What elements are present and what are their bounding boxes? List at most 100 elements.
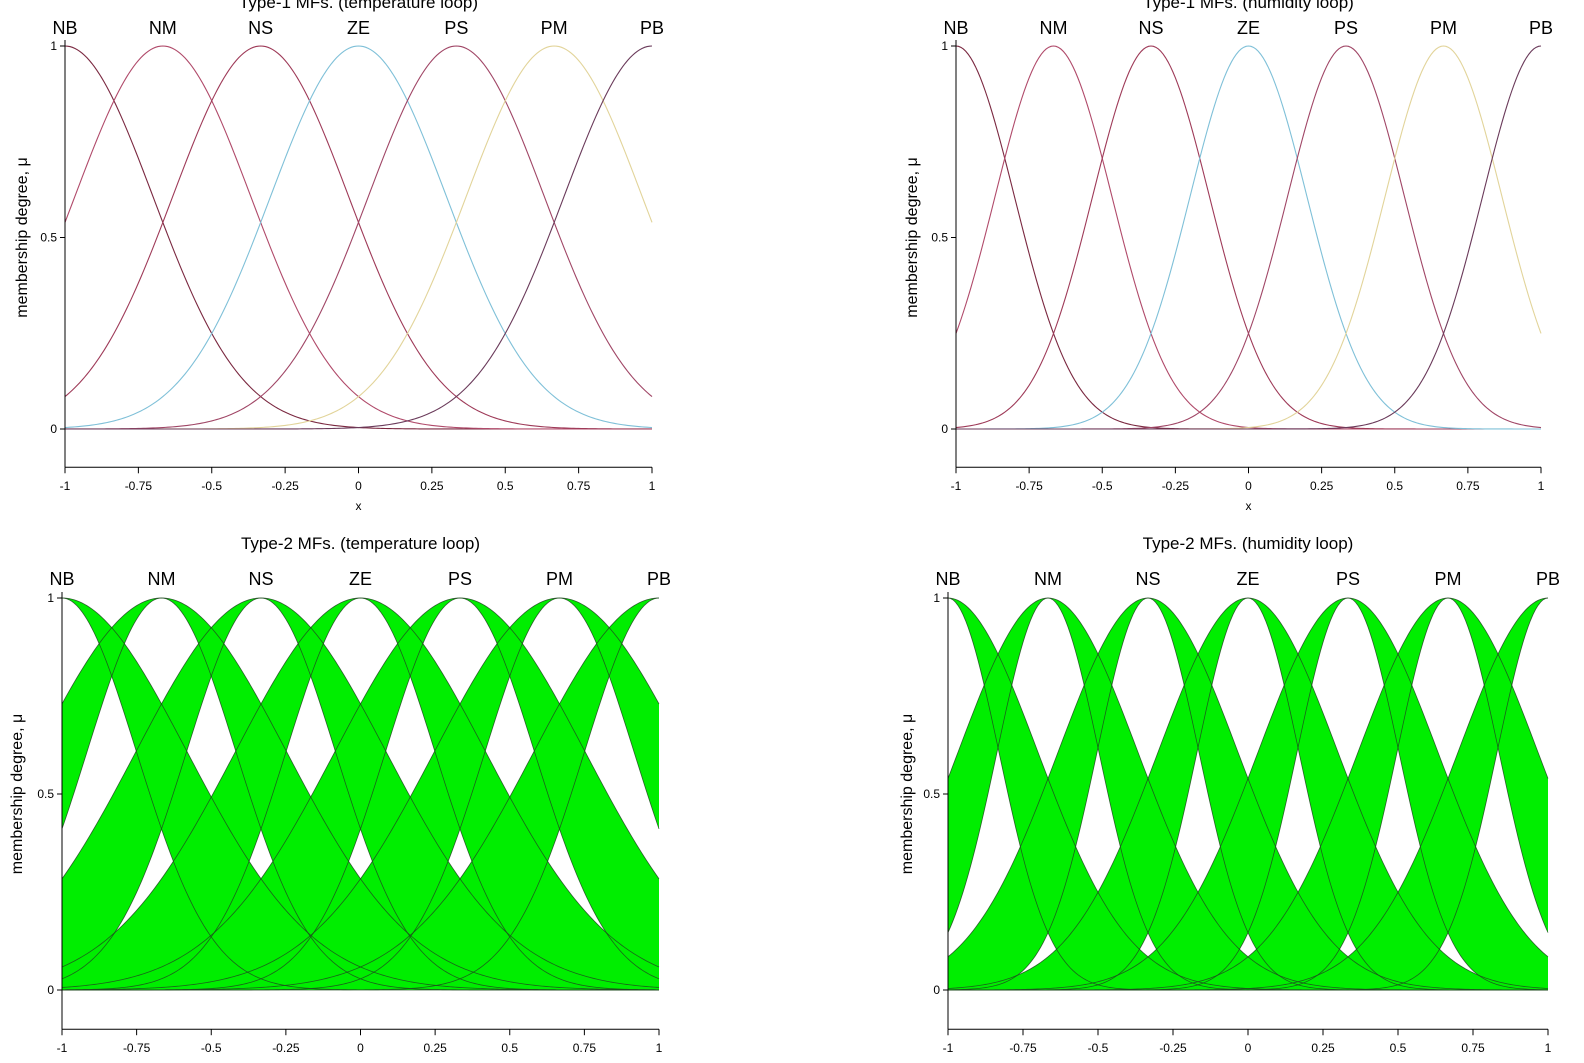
x-tick-label: 0.5 [501,1041,518,1055]
fou-band-ps [62,598,659,990]
x-tick-label: -0.25 [1159,1041,1187,1055]
x-tick-label: 0.25 [1310,479,1334,493]
x-tick-label: -0.5 [201,479,222,493]
mf-curve-nb [955,45,1541,430]
fou-band-pb [62,598,659,990]
mf-label-ze: ZE [1237,18,1260,38]
mf-label-ze: ZE [347,18,370,38]
y-tick-label: 1 [47,591,54,605]
mf-label-ze: ZE [1236,569,1259,589]
mf-label-ns: NS [249,569,274,589]
x-tick-label: -0.25 [1162,479,1190,493]
mf-label-pb: PB [640,18,664,38]
x-tick-label: 0.5 [1386,479,1403,493]
fou-band-pm [948,598,1548,990]
mf-curve-ps [956,45,1542,430]
mf-label-ps: PS [448,569,472,589]
chart-panel-3: Type-2 MFs. (temperature loop) 0 0.5 1 -1 -0.… [9,534,671,1055]
y-axis-label: membership degree, μ [899,714,916,874]
x-axis-label: x [356,499,362,513]
mf-label-nm: NM [147,569,175,589]
x-tick-label: -0.75 [123,1041,151,1055]
x-tick-label: -0.75 [1015,479,1043,493]
x-tick-label: 0 [357,1041,364,1055]
chart-title: Type-1 MFs. (temperature loop) [239,0,478,12]
x-tick-label: 1 [1538,479,1545,493]
mf-label-pm: PM [1430,18,1457,38]
x-tick-label: 1 [1545,1041,1552,1055]
mf-curve-pb [956,45,1542,430]
x-tick-label: -1 [943,1041,954,1055]
y-tick-label: 0 [50,422,57,436]
mf-curve-pm [65,45,653,430]
y-tick-label: 0 [933,983,940,997]
x-tick-label: -0.5 [1088,1041,1109,1055]
mf-label-ns: NS [248,18,273,38]
x-tick-label: 0.75 [1456,479,1480,493]
mf-label-nb: NB [943,18,968,38]
mf-label-nm: NM [1039,18,1067,38]
mf-label-ns: NS [1136,569,1161,589]
mf-curve-ps [65,45,653,430]
mf-label-nb: NB [52,18,77,38]
mf-label-ns: NS [1139,18,1164,38]
y-axis-label: membership degree, μ [904,157,921,317]
mf-label-nm: NM [149,18,177,38]
mf-curve-nm [955,45,1541,430]
y-tick-label: 0.5 [40,231,57,245]
mf-label-pb: PB [1529,18,1553,38]
mf-curve-ns [955,45,1541,430]
y-tick-label: 0 [47,983,54,997]
x-tick-label: 0 [355,479,362,493]
mf-label-ps: PS [1336,569,1360,589]
chart-panel-1: Type-1 MFs. (temperature loop) 0 0.5 1 -1 -0.… [14,0,664,513]
x-tick-label: -0.25 [271,479,299,493]
x-tick-label: -0.5 [201,1041,222,1055]
x-tick-label: 0.75 [567,479,591,493]
chart-panel-2: Type-1 MFs. (humidity loop) 0 0.5 1 -1 -0.75 -… [904,0,1553,513]
x-tick-label: 0.75 [573,1041,597,1055]
y-tick-label: 0.5 [923,787,940,801]
x-tick-label: 0.5 [497,479,514,493]
x-axis-label: x [1246,499,1252,513]
x-tick-label: 0.25 [1311,1041,1335,1055]
x-tick-label: 1 [649,479,656,493]
chart-title: Type-1 MFs. (humidity loop) [1143,0,1354,12]
mf-label-pb: PB [647,569,671,589]
y-tick-label: 1 [50,39,57,53]
mf-label-ps: PS [444,18,468,38]
mf-curve-nm [64,45,652,430]
mf-curve-pm [956,45,1542,430]
y-axis-label: membership degree, μ [9,714,26,874]
fou-lower-ze [61,597,660,991]
mf-curve-ze [64,45,653,429]
x-tick-label: 0 [1245,479,1252,493]
x-tick-label: 1 [656,1041,663,1055]
y-tick-label: 0 [941,422,948,436]
mf-label-pm: PM [546,569,573,589]
y-tick-label: 0.5 [37,787,54,801]
chart-title: Type-2 MFs. (humidity loop) [1143,534,1354,553]
x-tick-label: -0.25 [272,1041,300,1055]
mf-label-pm: PM [541,18,568,38]
x-tick-label: -1 [57,1041,68,1055]
x-tick-label: -0.75 [125,479,153,493]
fou-lower-pb [62,597,660,991]
x-tick-label: -0.75 [1009,1041,1037,1055]
mf-curve-pb [65,45,653,430]
mf-label-ze: ZE [349,569,372,589]
mf-curve-ze [956,45,1541,430]
y-axis-label: membership degree, μ [14,157,31,317]
mf-label-nm: NM [1034,569,1062,589]
x-tick-label: 0.75 [1461,1041,1485,1055]
x-tick-label: 0.25 [423,1041,447,1055]
x-tick-label: -1 [951,479,962,493]
mf-label-nb: NB [935,569,960,589]
y-tick-label: 1 [941,39,948,53]
x-tick-label: -1 [60,479,71,493]
mf-curve-ns [64,45,652,430]
chart-panel-4: Type-2 MFs. (humidity loop) 0 0.5 1 -1 -0.75 -… [899,534,1560,1055]
mf-label-pm: PM [1435,569,1462,589]
fou-lower-pb [948,597,1549,991]
